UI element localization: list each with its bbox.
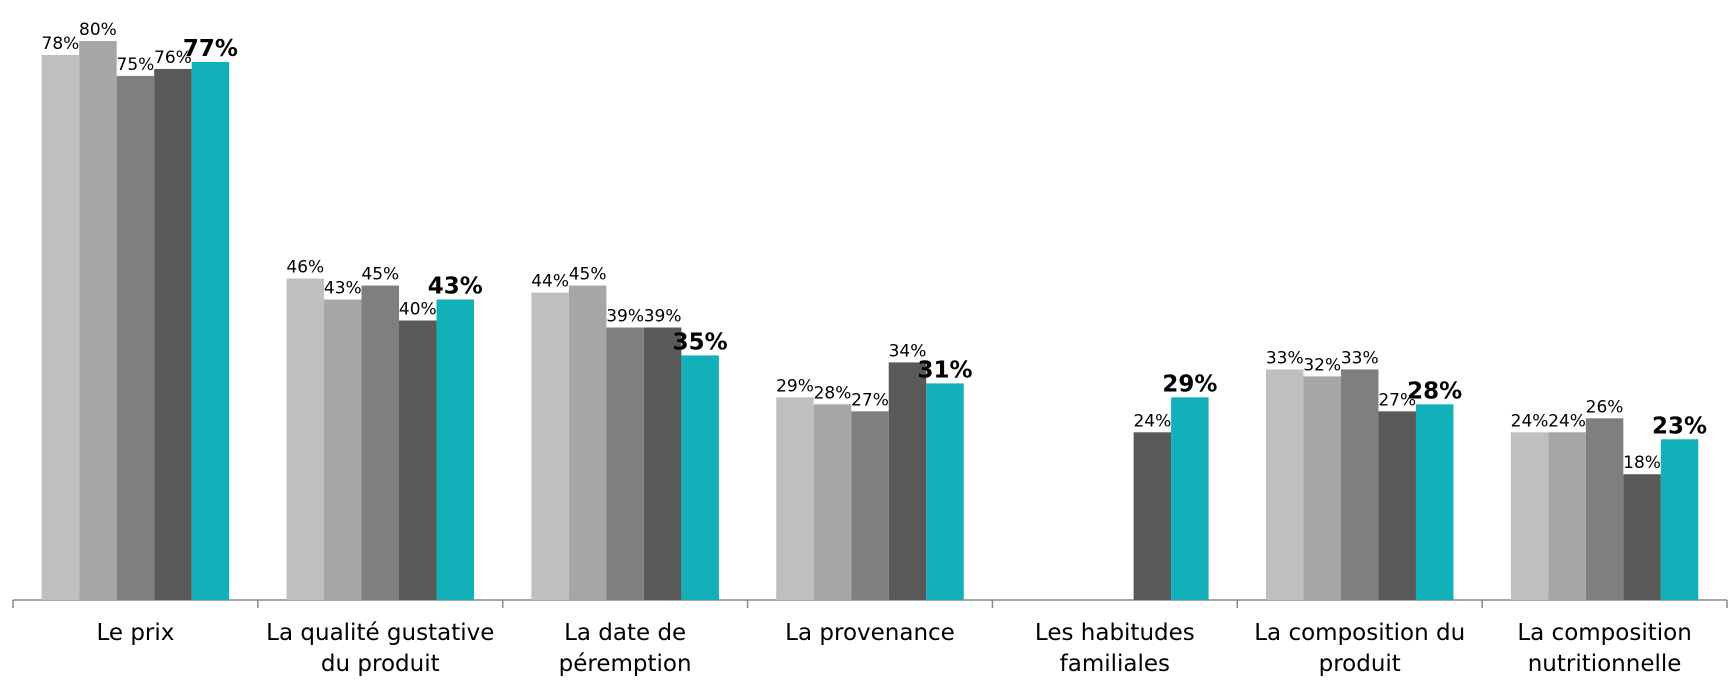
value-label: 33%: [1266, 348, 1304, 368]
value-label: 39%: [606, 306, 644, 326]
value-label: 32%: [1303, 355, 1341, 375]
bar: [568, 285, 607, 600]
bar: [79, 41, 117, 600]
x-tick-label: La date de péremption: [558, 620, 692, 677]
value-label: 18%: [1623, 453, 1661, 473]
value-label: 29%: [776, 376, 814, 396]
value-label: 45%: [569, 265, 607, 285]
x-tick-label: La provenance: [785, 620, 955, 646]
bar: [191, 61, 230, 600]
value-label: 46%: [286, 258, 324, 278]
bar: [681, 355, 719, 600]
bar: [41, 54, 80, 601]
bar: [776, 397, 814, 600]
bar: [116, 75, 155, 600]
bar: [1378, 411, 1416, 600]
x-tick-label: La qualité gustative du produit: [266, 620, 495, 677]
value-label: 28%: [814, 383, 852, 403]
bar: [154, 68, 192, 600]
x-tick-label: La composition du produit: [1254, 620, 1466, 677]
bar: [606, 327, 644, 600]
bar: [1303, 376, 1341, 600]
bar: [399, 320, 437, 600]
value-label: 45%: [361, 265, 399, 285]
bar: [1623, 474, 1661, 600]
value-label: 26%: [1586, 397, 1624, 417]
value-label: 43%: [428, 274, 483, 300]
value-label: 27%: [1378, 390, 1416, 410]
bar: [1171, 397, 1209, 600]
bar: [324, 299, 362, 600]
bar: [1340, 369, 1379, 600]
bar: [1548, 432, 1586, 600]
bar: [1510, 432, 1549, 600]
value-label: 29%: [1162, 371, 1217, 397]
value-label: 23%: [1652, 413, 1707, 439]
bar: [1133, 432, 1172, 600]
value-label: 43%: [324, 279, 362, 299]
value-label: 24%: [1548, 411, 1586, 431]
value-label: 78%: [42, 34, 80, 54]
value-label: 35%: [673, 329, 728, 355]
value-label: 77%: [183, 36, 238, 62]
bar: [436, 299, 475, 600]
bar: [1660, 439, 1699, 600]
bar: [643, 327, 682, 600]
bar: [926, 383, 964, 600]
value-label: 76%: [154, 48, 192, 68]
value-label: 34%: [889, 341, 927, 361]
x-tick-label: Les habitudes familiales: [1034, 620, 1195, 677]
value-label: 75%: [117, 55, 155, 75]
value-label: 24%: [1133, 411, 1171, 431]
bar: [1415, 404, 1454, 600]
value-label: 44%: [531, 272, 569, 292]
value-label: 80%: [79, 20, 117, 40]
bar: [851, 411, 889, 600]
bar: [1265, 369, 1304, 600]
x-tick-label: La composition nutritionnelle: [1517, 620, 1692, 677]
bar: [531, 292, 569, 600]
value-label: 40%: [399, 300, 437, 320]
value-label: 24%: [1511, 411, 1549, 431]
bar: [286, 278, 325, 600]
value-label: 31%: [917, 357, 972, 383]
bar: [1585, 418, 1624, 600]
bar: [888, 362, 927, 600]
bar: [813, 404, 852, 600]
value-label: 33%: [1341, 348, 1379, 368]
x-tick-label: Le prix: [96, 620, 175, 646]
value-label: 27%: [851, 390, 889, 410]
value-label: 39%: [644, 306, 682, 326]
bar: [361, 285, 400, 600]
value-label: 28%: [1407, 378, 1462, 404]
